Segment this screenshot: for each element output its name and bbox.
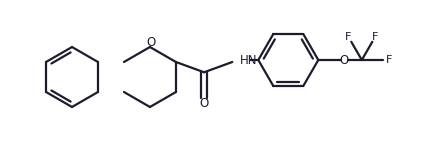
Text: F: F bbox=[372, 32, 379, 42]
Text: O: O bbox=[146, 35, 156, 49]
Text: F: F bbox=[345, 32, 351, 42]
Text: F: F bbox=[385, 55, 392, 65]
Text: HN: HN bbox=[240, 53, 258, 66]
Text: O: O bbox=[199, 97, 209, 110]
Text: O: O bbox=[339, 53, 349, 66]
